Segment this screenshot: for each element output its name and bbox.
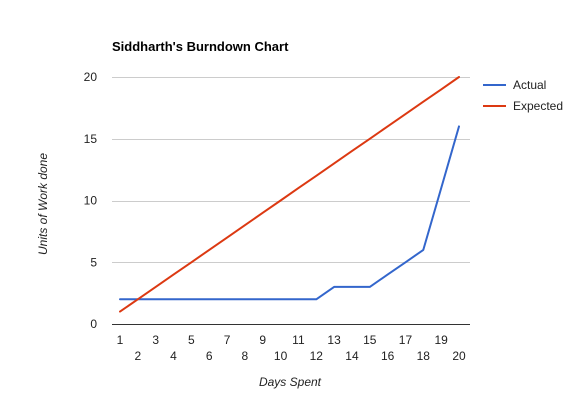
x-tick-label: 4 [170,349,177,363]
y-axis-label: Units of Work done [36,153,50,255]
x-tick-label: 3 [152,333,159,347]
x-tick-label: 2 [134,349,141,363]
series-line-expected [119,76,460,313]
x-tick-label: 12 [310,349,324,363]
x-tick-label: 1 [117,333,124,347]
x-tick-label: 13 [327,333,341,347]
x-tick-label: 5 [188,333,195,347]
x-tick-label: 18 [417,349,431,363]
y-tick-label: 5 [90,255,97,269]
x-tick-label: 19 [434,333,448,347]
x-axis-label: Days Spent [259,375,322,389]
x-tick-label: 20 [452,349,466,363]
chart-title: Siddharth's Burndown Chart [112,39,289,54]
x-tick-label: 14 [345,349,359,363]
y-axis-ticks: 0 5 10 15 20 [84,70,98,331]
series-line-actual [119,125,460,301]
y-tick-label: 10 [84,194,98,208]
x-tick-label: 11 [292,333,305,347]
x-tick-label: 15 [363,333,377,347]
y-tick-label: 20 [84,70,98,84]
series-lines [119,76,460,313]
legend: Actual Expected [483,78,563,113]
legend-label-expected: Expected [513,99,563,113]
x-tick-label: 9 [259,333,266,347]
x-tick-label: 7 [224,333,231,347]
x-tick-label: 8 [242,349,249,363]
gridlines [112,77,470,325]
x-tick-label: 6 [206,349,213,363]
x-tick-label: 10 [274,349,288,363]
y-tick-label: 0 [90,317,97,331]
legend-label-actual: Actual [513,78,546,92]
y-tick-label: 15 [84,132,98,146]
x-tick-label: 16 [381,349,395,363]
x-tick-label: 17 [399,333,413,347]
